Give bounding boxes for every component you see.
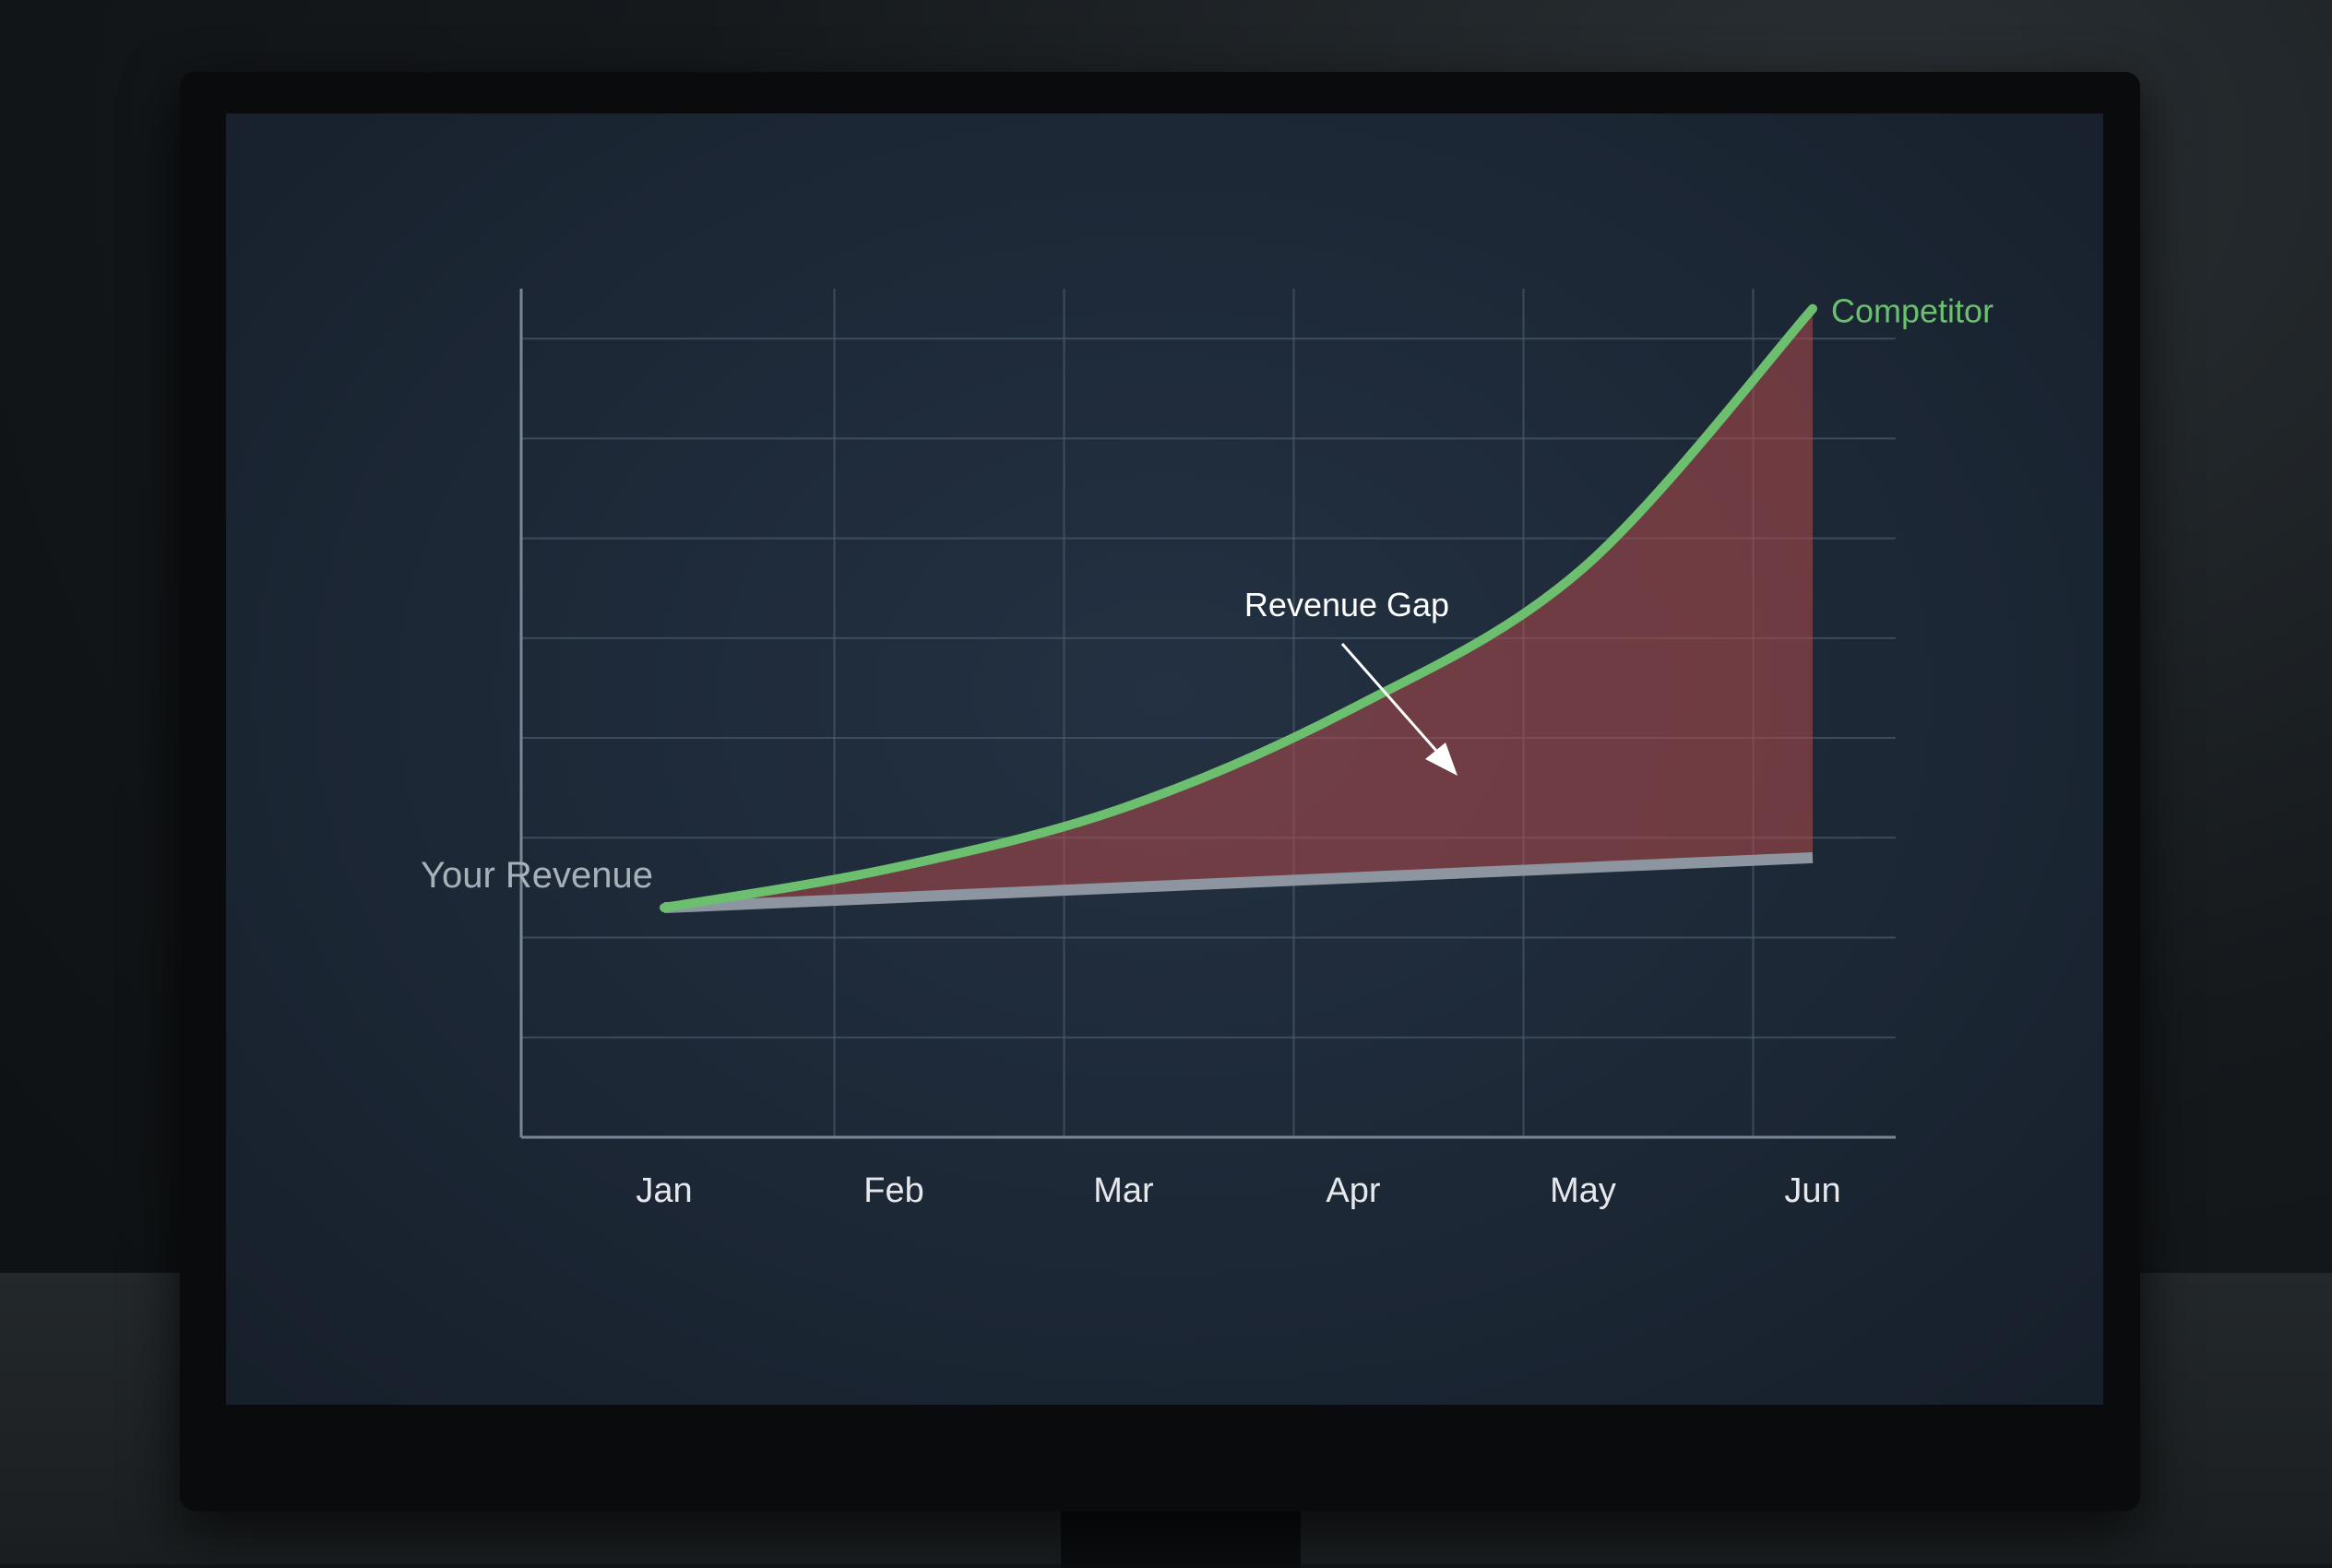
annotation-arrow-line [1340,643,1446,760]
x-tick-label: Apr [1326,1171,1380,1210]
competitor-line [660,303,1817,913]
annotation-revenue-gap: Revenue Gap [1244,586,1449,624]
x-tick-label: Feb [863,1171,923,1210]
x-tick-label: May [1550,1171,1616,1210]
competitor-label: Competitor [1831,292,1993,330]
your-revenue-label: Your Revenue [421,855,653,896]
revenue-gap-area [664,308,1813,909]
annotation-arrowhead-icon [1425,742,1458,776]
x-tick-label: Mar [1093,1171,1154,1210]
screen: Competitor Your Revenue Jan Feb Mar Apr May Jun… [226,113,2103,1405]
monitor: Competitor Your Revenue Jan Feb Mar Apr May Jun… [180,72,2140,1511]
x-tick-label: Jun [1784,1171,1840,1210]
revenue-chart: Competitor Your Revenue Jan Feb Mar Apr May Jun… [421,289,1993,1210]
x-tick-label: Jan [636,1171,692,1210]
your-revenue-line [663,851,1814,914]
